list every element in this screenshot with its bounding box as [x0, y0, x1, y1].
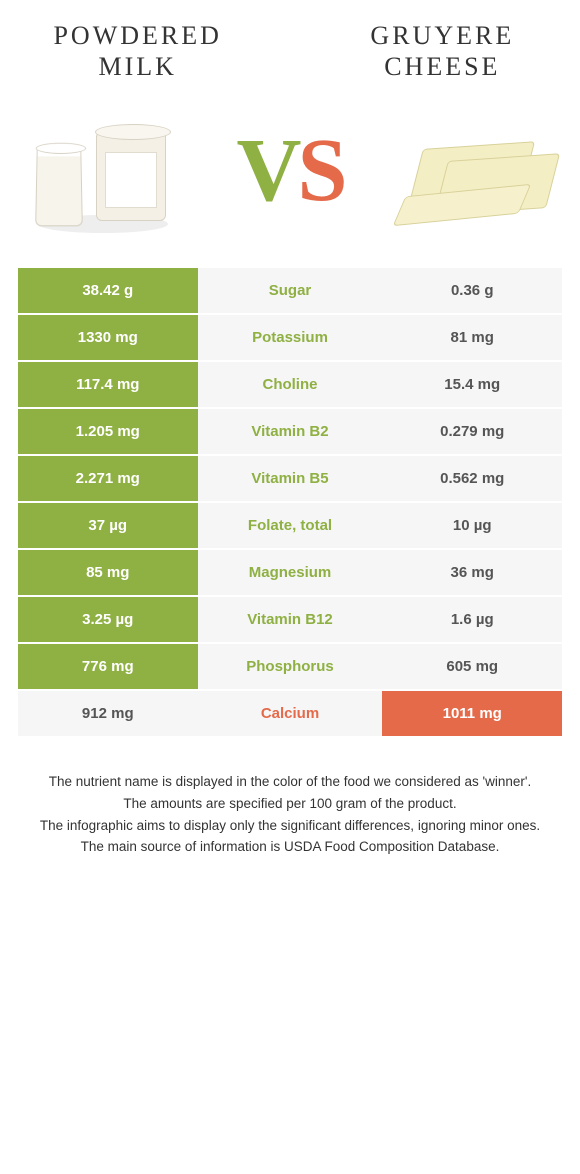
vs-v: V — [236, 121, 297, 220]
right-value-cell: 1.6 µg — [382, 597, 562, 642]
left-value-cell: 37 µg — [18, 503, 198, 548]
infographic: Powdered milk Gruyere cheese VS 38.42 gS… — [0, 0, 580, 857]
left-food-title: Powdered milk — [18, 20, 257, 82]
nutrient-name-cell: Phosphorus — [198, 644, 383, 689]
table-row: 1330 mgPotassium81 mg — [18, 315, 562, 362]
left-value-cell: 1330 mg — [18, 315, 198, 360]
left-value-cell: 3.25 µg — [18, 597, 198, 642]
vs-label: VS — [236, 119, 343, 222]
left-value-cell: 1.205 mg — [18, 409, 198, 454]
left-value-cell: 85 mg — [18, 550, 198, 595]
footnote-line: The nutrient name is displayed in the co… — [28, 772, 552, 792]
right-value-cell: 1011 mg — [382, 691, 562, 736]
left-value-cell: 38.42 g — [18, 268, 198, 313]
right-value-cell: 0.279 mg — [382, 409, 562, 454]
right-food-image — [392, 100, 562, 240]
right-food-title: Gruyere cheese — [323, 20, 562, 82]
right-value-cell: 15.4 mg — [382, 362, 562, 407]
table-row: 37 µgFolate, total10 µg — [18, 503, 562, 550]
table-row: 2.271 mgVitamin B50.562 mg — [18, 456, 562, 503]
right-value-cell: 0.562 mg — [382, 456, 562, 501]
nutrient-name-cell: Vitamin B2 — [198, 409, 383, 454]
table-row: 912 mgCalcium1011 mg — [18, 691, 562, 738]
nutrient-name-cell: Vitamin B5 — [198, 456, 383, 501]
nutrient-name-cell: Calcium — [198, 691, 383, 736]
right-value-cell: 605 mg — [382, 644, 562, 689]
table-row: 117.4 mgCholine15.4 mg — [18, 362, 562, 409]
table-row: 38.42 gSugar0.36 g — [18, 268, 562, 315]
powdered-milk-icon — [28, 105, 178, 235]
footnotes: The nutrient name is displayed in the co… — [18, 772, 562, 856]
table-row: 776 mgPhosphorus605 mg — [18, 644, 562, 691]
nutrient-name-cell: Vitamin B12 — [198, 597, 383, 642]
table-row: 85 mgMagnesium36 mg — [18, 550, 562, 597]
nutrient-table: 38.42 gSugar0.36 g1330 mgPotassium81 mg1… — [18, 268, 562, 738]
footnote-line: The infographic aims to display only the… — [28, 816, 552, 836]
nutrient-name-cell: Magnesium — [198, 550, 383, 595]
vs-s: S — [297, 121, 343, 220]
left-value-cell: 776 mg — [18, 644, 198, 689]
footnote-line: The amounts are specified per 100 gram o… — [28, 794, 552, 814]
footnote-line: The main source of information is USDA F… — [28, 837, 552, 857]
left-value-cell: 117.4 mg — [18, 362, 198, 407]
hero-row: VS — [18, 100, 562, 240]
nutrient-name-cell: Potassium — [198, 315, 383, 360]
right-value-cell: 10 µg — [382, 503, 562, 548]
nutrient-name-cell: Choline — [198, 362, 383, 407]
right-value-cell: 81 mg — [382, 315, 562, 360]
left-food-image — [18, 100, 188, 240]
title-row: Powdered milk Gruyere cheese — [18, 20, 562, 82]
gruyere-cheese-icon — [397, 110, 557, 230]
right-value-cell: 0.36 g — [382, 268, 562, 313]
right-value-cell: 36 mg — [382, 550, 562, 595]
table-row: 3.25 µgVitamin B121.6 µg — [18, 597, 562, 644]
nutrient-name-cell: Folate, total — [198, 503, 383, 548]
table-row: 1.205 mgVitamin B20.279 mg — [18, 409, 562, 456]
left-value-cell: 912 mg — [18, 691, 198, 736]
left-value-cell: 2.271 mg — [18, 456, 198, 501]
nutrient-name-cell: Sugar — [198, 268, 383, 313]
